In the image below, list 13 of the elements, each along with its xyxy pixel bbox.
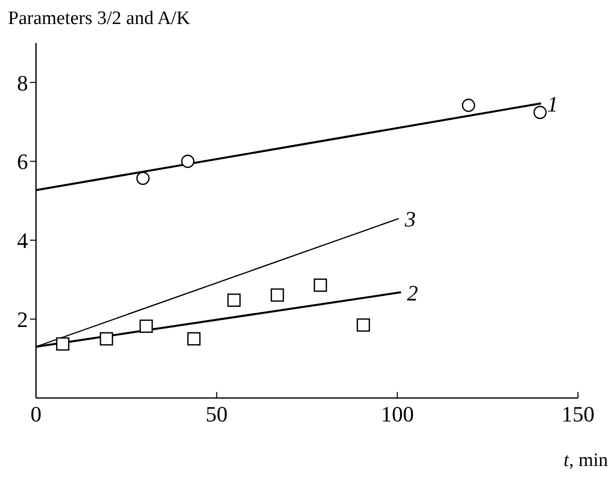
x-axis-title: t, min	[564, 450, 608, 472]
y-tick-label: 6	[17, 149, 28, 174]
x-tick-label: 100	[380, 402, 414, 427]
x-tick-label: 50	[206, 402, 228, 427]
y-tick-label: 8	[17, 70, 28, 96]
series-label: 3	[404, 206, 416, 232]
series-label: 2	[406, 280, 418, 306]
x-tick-label: 0	[30, 402, 42, 427]
y-tick-label: 4	[17, 228, 28, 254]
y-tick-label: 2	[17, 306, 28, 332]
series-label: 1	[547, 91, 558, 116]
x-tick-label: 150	[562, 402, 594, 427]
y-axis-title: Parameters 3/2 and A/K	[8, 8, 190, 29]
